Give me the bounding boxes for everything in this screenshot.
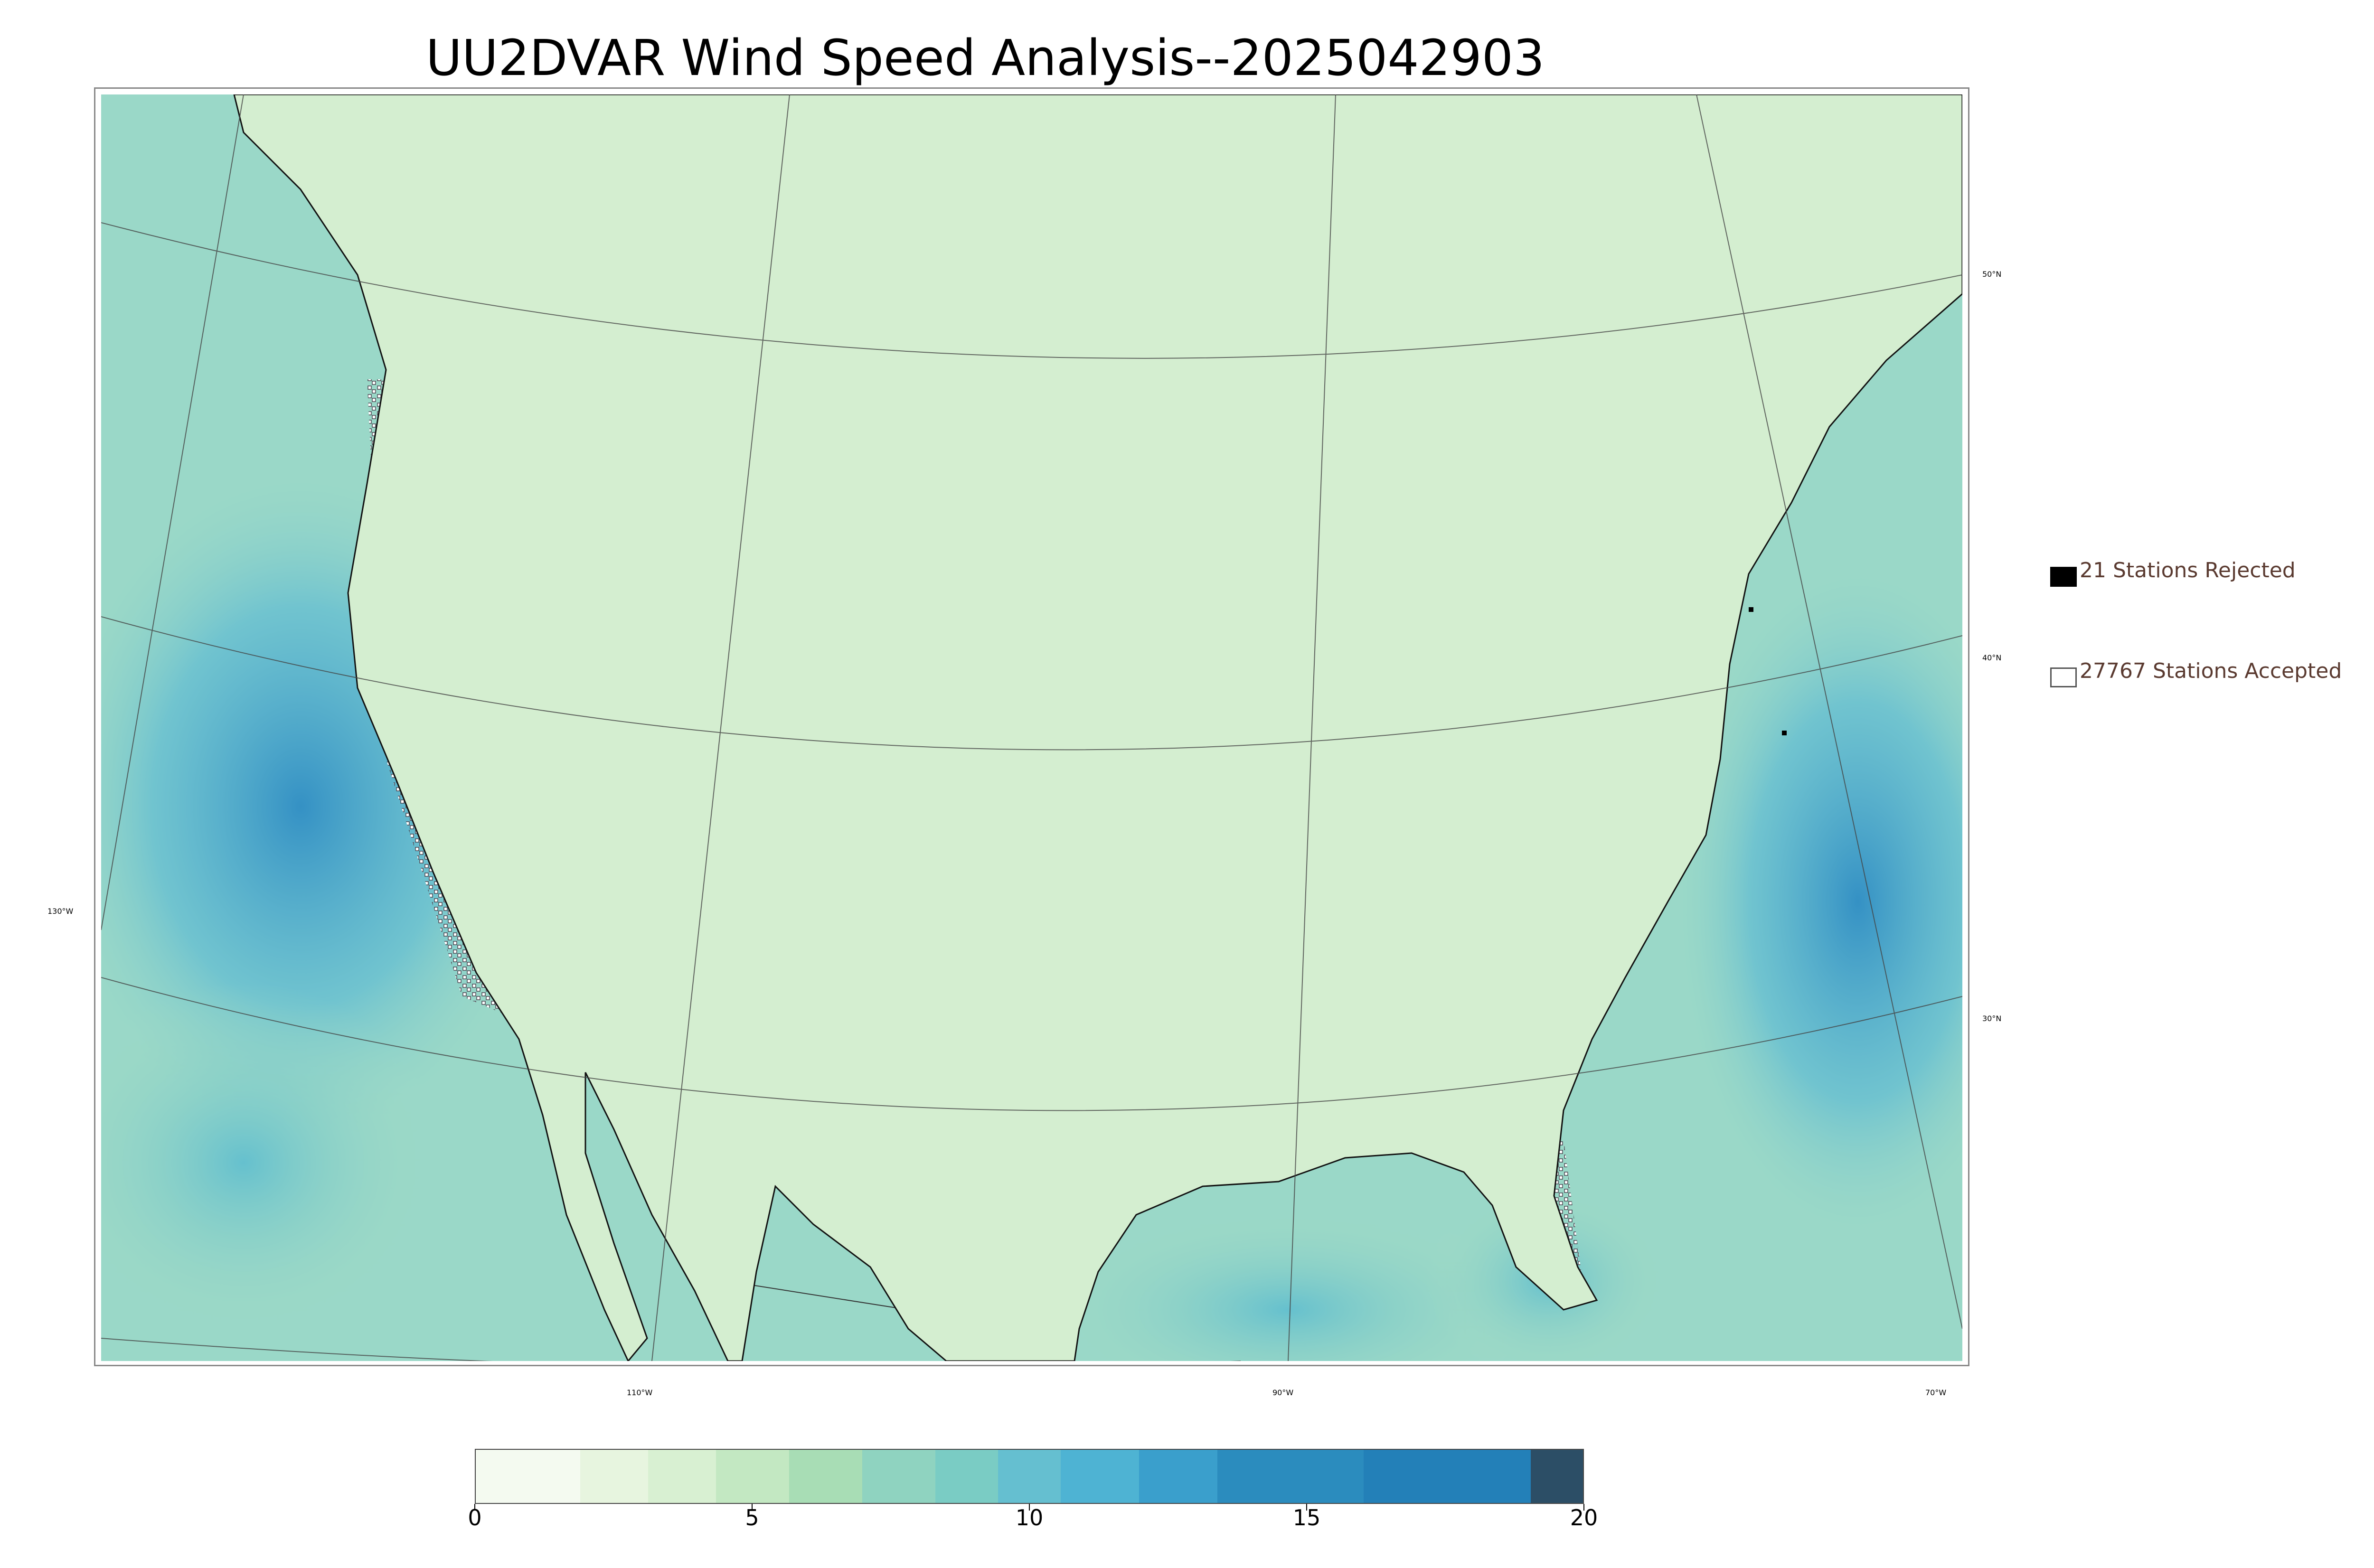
latitude-label-30n: 30°N: [1982, 1014, 2002, 1023]
colorbar-tick: [1583, 1504, 1584, 1511]
colorbar-tick: [1029, 1504, 1030, 1511]
graticule: [101, 94, 1962, 1361]
colorbar: [475, 1449, 1584, 1504]
wind-maximum-pacific-south: [101, 982, 443, 1343]
colorbar-tick-label: 10: [1015, 1505, 1044, 1530]
colorbar-tick-label: 20: [1570, 1505, 1598, 1530]
colorbar-tick-label: 15: [1292, 1505, 1321, 1530]
colorbar-segment: [1364, 1450, 1531, 1503]
latitude-label-40n: 40°N: [1982, 653, 2002, 662]
page-title: UU2DVAR Wind Speed Analysis--2025042903: [425, 29, 1545, 87]
colorbar-segment: [789, 1450, 862, 1503]
legend-rejected-swatch: [2050, 567, 2077, 587]
latitude-label-50n: 50°N: [1982, 270, 2002, 279]
longitude-label-70w: 70°W: [1925, 1388, 1947, 1397]
colorbar-segment: [648, 1450, 716, 1503]
colorbar-segment: [998, 1450, 1061, 1503]
legend-rejected-label: 21 Stations Rejected: [2080, 558, 2296, 582]
longitude-label-110w: 110°W: [627, 1388, 653, 1397]
map-frame[interactable]: [94, 87, 1969, 1366]
colorbar-segment: [935, 1450, 998, 1503]
colorbar-tick-label: 5: [745, 1505, 759, 1530]
legend-accepted-swatch: [2050, 667, 2077, 687]
colorbar-tick: [474, 1504, 475, 1511]
longitude-label-90w: 90°W: [1272, 1388, 1294, 1397]
legend-accepted-label: 27767 Stations Accepted: [2080, 659, 2342, 683]
longitude-label-130w: 130°W: [47, 907, 74, 916]
wind-maximum-gulf: [1041, 1205, 1535, 1361]
colorbar-segment: [1531, 1450, 1583, 1503]
colorbar-segment: [1217, 1450, 1364, 1503]
wind-maximum-atlantic: [1677, 569, 1962, 1234]
colorbar-segment: [716, 1450, 789, 1503]
colorbar-segment: [862, 1450, 935, 1503]
colorbar-tick-label: 0: [468, 1505, 482, 1530]
colorbar-segment: [580, 1450, 648, 1503]
wind-speed-map[interactable]: [101, 94, 1962, 1361]
colorbar-segment: [476, 1450, 580, 1503]
colorbar-tick: [752, 1504, 753, 1511]
colorbar-segment: [1061, 1450, 1139, 1503]
colorbar-tick: [1306, 1504, 1307, 1511]
colorbar-segment: [1139, 1450, 1217, 1503]
